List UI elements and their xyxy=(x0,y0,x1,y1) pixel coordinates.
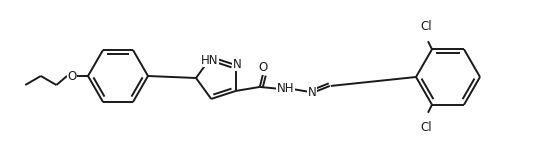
Text: Cl: Cl xyxy=(420,20,432,33)
Text: O: O xyxy=(67,69,77,82)
Text: Cl: Cl xyxy=(420,121,432,134)
Text: N: N xyxy=(232,58,241,70)
Text: O: O xyxy=(258,61,268,74)
Text: N: N xyxy=(307,86,316,99)
Text: NH: NH xyxy=(277,82,295,95)
Text: HN: HN xyxy=(200,54,218,67)
